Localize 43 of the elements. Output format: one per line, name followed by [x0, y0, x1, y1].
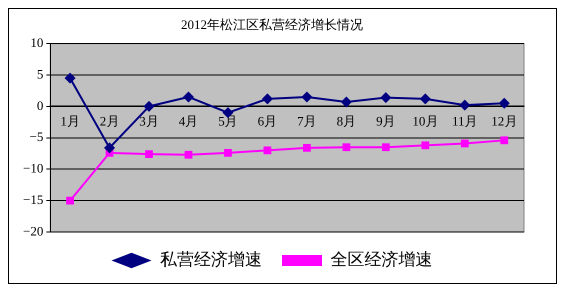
- point: [459, 100, 470, 111]
- point: [145, 150, 153, 158]
- legend-label: 全区经济增速: [330, 250, 432, 269]
- x-tick-label: 12月: [491, 114, 518, 129]
- x-tick-label: 9月: [376, 114, 396, 129]
- y-tick-label: −15: [22, 192, 44, 208]
- point: [342, 143, 350, 152]
- x-tick-label: 7月: [297, 114, 317, 129]
- point: [264, 146, 272, 154]
- chart-title: 2012年松江区私营经济增长情况: [181, 17, 363, 32]
- y-tick-label: 10: [30, 35, 44, 50]
- point: [500, 136, 508, 144]
- point: [66, 196, 74, 204]
- x-tick-label: 11月: [452, 114, 478, 129]
- point: [104, 142, 116, 154]
- x-tick-label: 6月: [258, 114, 278, 129]
- y-tick-label: −10: [22, 160, 44, 176]
- point: [421, 141, 430, 150]
- y-tick-label: 5: [36, 66, 44, 82]
- point: [262, 93, 273, 104]
- y-tick-label: −20: [22, 223, 44, 238]
- point: [460, 140, 469, 148]
- point: [184, 150, 192, 159]
- point: [182, 91, 194, 102]
- y-tick-label: 0: [36, 98, 44, 113]
- y-tick-label: −5: [29, 129, 44, 144]
- point: [498, 98, 510, 109]
- legend-label: 私营经济增速: [160, 250, 262, 269]
- point: [382, 143, 390, 152]
- x-tick-label: 3月: [139, 114, 159, 129]
- x-tick-label: 4月: [178, 114, 198, 129]
- point: [64, 72, 76, 84]
- point: [340, 96, 352, 108]
- point: [420, 93, 431, 104]
- x-tick-label: 8月: [336, 114, 356, 129]
- x-tick-label: 1月: [60, 114, 80, 129]
- point: [380, 92, 392, 104]
- x-tick-label: 10月: [412, 114, 438, 129]
- point: [301, 91, 312, 102]
- point: [224, 148, 232, 157]
- point: [144, 100, 155, 112]
- x-tick-label: 2月: [100, 114, 120, 129]
- point: [303, 144, 311, 152]
